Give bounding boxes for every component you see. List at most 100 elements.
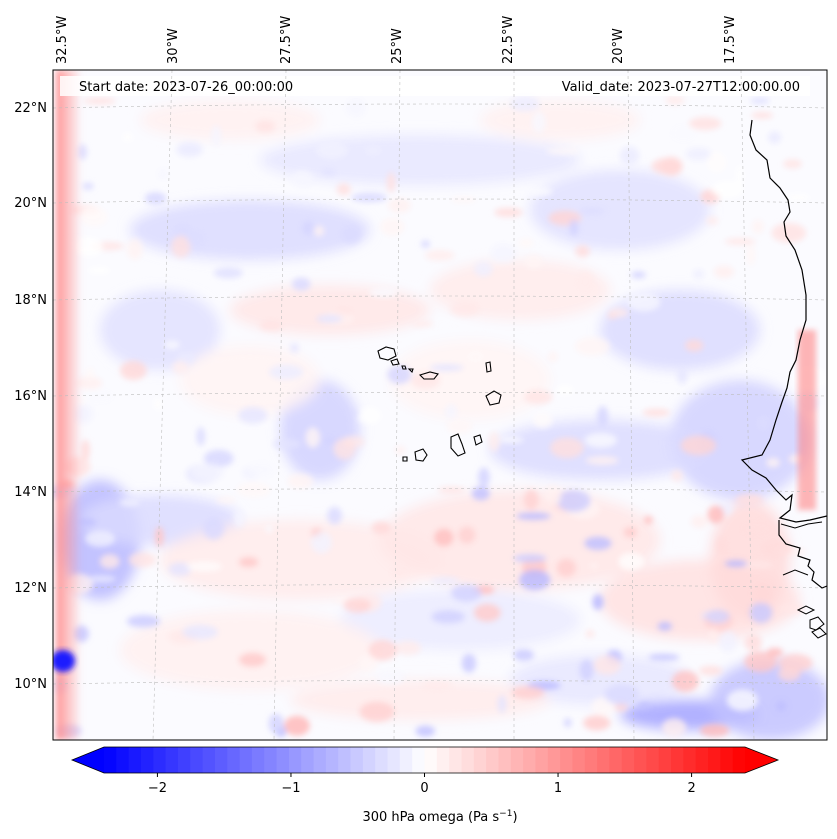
omega-patch <box>247 462 275 477</box>
omega-patch <box>740 520 775 538</box>
omega-patch <box>215 496 237 504</box>
colorbar-cell <box>646 747 660 773</box>
omega-patch <box>528 187 553 196</box>
colorbar-cell <box>190 747 204 773</box>
omega-patch <box>444 404 458 419</box>
colorbar-cell <box>325 747 339 773</box>
omega-patch <box>180 345 320 415</box>
omega-patch <box>450 301 480 317</box>
omega-patch <box>563 718 572 728</box>
omega-patch <box>336 183 351 196</box>
omega-patch <box>327 506 342 525</box>
omega-patch <box>761 540 793 558</box>
colorbar-cell <box>288 747 302 773</box>
africa-coastline <box>740 119 827 523</box>
omega-patch <box>86 367 94 380</box>
omega-patch <box>686 147 712 161</box>
omega-patch <box>437 486 465 494</box>
lon-label-17-5w: 17.5°W <box>723 16 738 64</box>
omega-patch <box>176 142 203 158</box>
colorbar-cell <box>683 747 697 773</box>
africa-coastline-south <box>778 520 827 589</box>
omega-patch <box>511 686 545 699</box>
colorbar-cell <box>560 747 574 773</box>
omega-patch <box>305 427 321 448</box>
latitude-labels: 22°N 20°N 18°N 16°N 14°N 12°N 10°N <box>14 101 47 692</box>
omega-patch <box>238 407 268 424</box>
omega-patch <box>126 615 161 628</box>
omega-patch <box>411 320 434 328</box>
omega-patch <box>604 684 640 706</box>
lon-label-32-5w: 32.5°W <box>55 16 70 64</box>
omega-patch <box>548 351 558 363</box>
omega-patch <box>707 505 725 524</box>
omega-patch <box>532 412 553 429</box>
omega-patch <box>716 537 728 554</box>
cape-verde-islands <box>377 346 502 462</box>
colorbar-cell <box>375 747 389 773</box>
colorbar-cell <box>313 747 327 773</box>
omega-patch <box>671 125 696 142</box>
omega-patch <box>619 146 640 165</box>
lat-label-18n: 18°N <box>14 293 47 308</box>
colorbar-cell <box>264 747 278 773</box>
colorbar-tick-label: 0 <box>420 781 428 796</box>
map-frame <box>52 69 828 741</box>
omega-patch <box>343 597 371 613</box>
island-raso <box>407 368 414 374</box>
omega-patch <box>394 445 406 455</box>
omega-patch <box>584 432 617 448</box>
colorbar-cell <box>473 747 487 773</box>
colorbar-cell <box>104 747 117 773</box>
omega-patch <box>677 367 688 385</box>
island-sao-vicente <box>390 358 400 366</box>
omega-patch <box>182 624 219 640</box>
lat-label-14n: 14°N <box>14 485 47 500</box>
omega-patch <box>642 408 671 417</box>
colorbar-label: 300 hPa omega (Pa s−1) <box>362 809 517 825</box>
omega-patch <box>140 100 320 140</box>
coast-islet-1 <box>796 605 825 631</box>
omega-patch <box>321 169 336 176</box>
lat-label-20n: 20°N <box>14 196 47 211</box>
colorbar-cell <box>436 747 450 773</box>
omega-patch <box>172 360 189 374</box>
omega-patch <box>284 715 310 736</box>
omega-patch <box>390 340 550 420</box>
omega-patch <box>576 271 594 292</box>
omega-patch <box>711 180 744 199</box>
island-santo-antao <box>377 346 397 361</box>
omega-patch <box>592 594 604 610</box>
omega-patch <box>376 670 405 685</box>
omega-patch <box>657 621 672 631</box>
omega-patch <box>230 285 430 335</box>
omega-patch <box>490 420 710 480</box>
omega-patch <box>707 628 719 643</box>
colorbar-outline <box>70 746 780 774</box>
omega-patch <box>546 148 580 155</box>
omega-patch <box>670 380 810 500</box>
omega-patch <box>386 172 396 193</box>
omega-patch <box>768 131 781 144</box>
omega-patch <box>524 254 543 270</box>
omega-patch <box>689 117 722 130</box>
omega-patch <box>756 415 771 431</box>
colorbar-cell <box>399 747 413 773</box>
omega-patch <box>569 219 579 237</box>
omega-patch <box>719 630 737 653</box>
colorbar-cell <box>658 747 672 773</box>
omega-patch <box>87 266 111 275</box>
omega-patch <box>164 340 180 349</box>
omega-patch <box>349 410 359 418</box>
omega-patch <box>490 243 516 263</box>
omega-patch <box>431 610 465 624</box>
lat-label-12n: 12°N <box>14 581 47 596</box>
colorbar-cell <box>486 747 500 773</box>
omega-patch <box>158 169 168 180</box>
omega-patch <box>556 558 576 577</box>
omega-patch <box>269 364 304 380</box>
omega-patch <box>171 235 191 258</box>
colorbar-tick-label: 1 <box>554 781 562 796</box>
omega-patch <box>239 652 266 667</box>
omega-patch <box>713 265 735 278</box>
